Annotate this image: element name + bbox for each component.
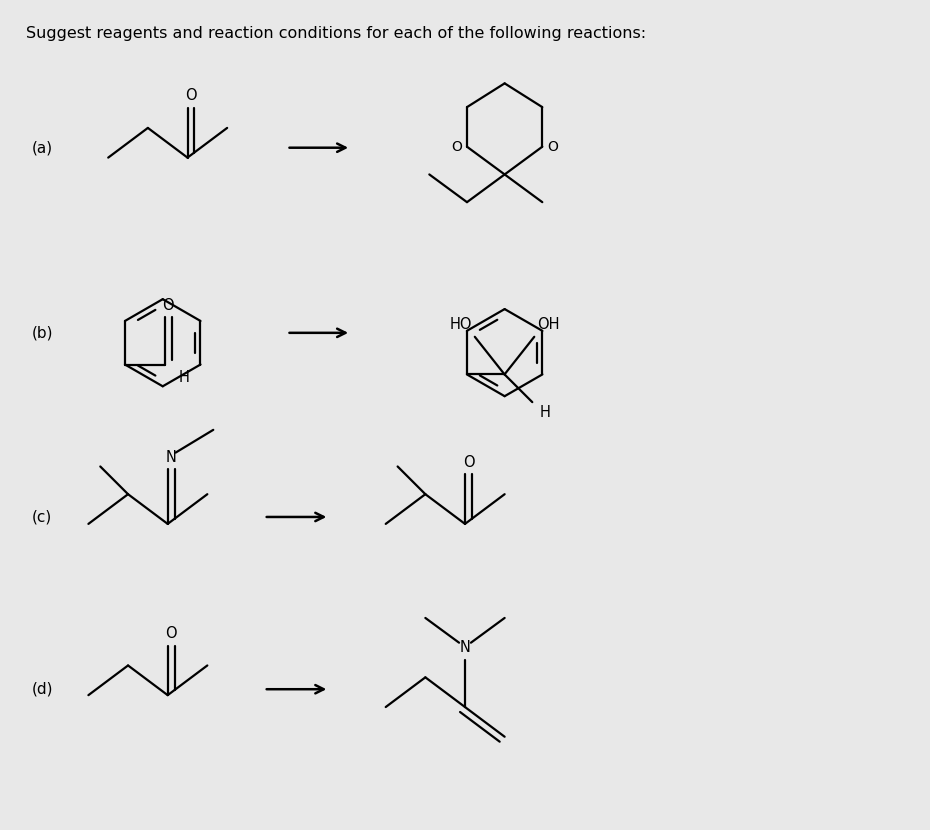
Text: O: O: [162, 298, 174, 313]
Text: O: O: [166, 627, 177, 642]
Text: HO: HO: [450, 317, 472, 332]
Text: N: N: [166, 450, 177, 465]
Text: OH: OH: [537, 317, 559, 332]
Text: Suggest reagents and reaction conditions for each of the following reactions:: Suggest reagents and reaction conditions…: [26, 27, 646, 42]
Text: O: O: [462, 455, 474, 470]
Text: O: O: [547, 139, 558, 154]
Text: O: O: [452, 139, 462, 154]
Text: (b): (b): [32, 325, 53, 340]
Text: (a): (a): [32, 140, 53, 155]
Text: N: N: [459, 640, 471, 655]
Text: O: O: [185, 88, 197, 103]
Text: H: H: [179, 370, 190, 385]
Text: H: H: [539, 404, 551, 419]
Text: (d): (d): [32, 681, 53, 696]
Text: (c): (c): [32, 510, 52, 525]
